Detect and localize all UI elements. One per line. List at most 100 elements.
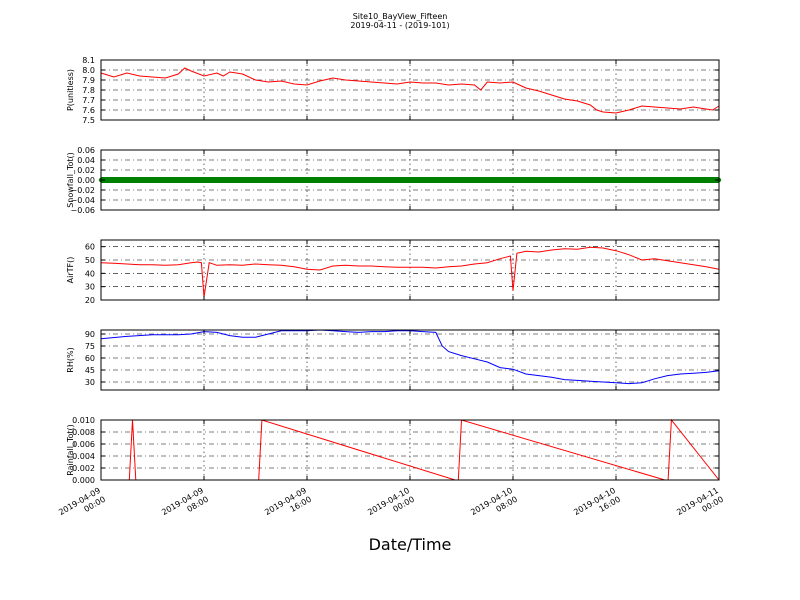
data-point xyxy=(417,177,422,183)
data-point xyxy=(375,177,380,183)
data-point xyxy=(263,177,268,183)
data-point xyxy=(301,177,306,183)
data-point xyxy=(391,177,397,183)
data-point xyxy=(295,177,300,183)
data-point xyxy=(337,177,342,183)
data-point xyxy=(382,177,387,183)
data-point xyxy=(111,177,117,183)
data-point xyxy=(536,177,541,183)
data-point xyxy=(459,177,464,183)
data-point xyxy=(517,177,522,183)
data-point xyxy=(134,177,139,183)
data-point xyxy=(333,177,339,183)
data-point xyxy=(626,177,632,183)
data-point xyxy=(562,177,567,183)
data-point xyxy=(649,177,654,183)
y-tick-label: 7.7 xyxy=(82,96,95,105)
data-point xyxy=(121,177,126,183)
data-point xyxy=(456,177,461,183)
data-point xyxy=(543,177,548,183)
data-point xyxy=(694,177,699,183)
y-tick-label: 30 xyxy=(85,378,95,387)
data-point xyxy=(411,177,416,183)
data-point xyxy=(642,177,648,183)
panel-2: −0.06−0.04−0.020.000.020.040.06Snowfall_… xyxy=(66,146,722,215)
data-point xyxy=(710,177,715,183)
y-tick-label: 0.00 xyxy=(77,176,95,185)
data-point xyxy=(230,177,236,183)
data-point xyxy=(279,177,284,183)
data-point xyxy=(314,177,319,183)
data-point xyxy=(475,177,480,183)
data-point xyxy=(414,177,419,183)
data-point xyxy=(330,177,335,183)
data-point xyxy=(485,177,490,183)
data-point xyxy=(658,177,664,183)
data-point xyxy=(491,177,496,183)
data-point xyxy=(452,177,458,183)
data-point xyxy=(153,177,158,183)
data-point xyxy=(304,177,310,183)
y-tick-label: 45 xyxy=(85,366,95,375)
data-point xyxy=(237,177,242,183)
data-point xyxy=(555,177,561,183)
data-point xyxy=(272,177,277,183)
data-point xyxy=(600,177,606,183)
data-point xyxy=(240,177,245,183)
data-point xyxy=(700,177,706,183)
x-axis-label: Date/Time xyxy=(369,535,452,554)
data-point xyxy=(188,177,194,183)
data-point xyxy=(427,177,432,183)
data-point xyxy=(266,177,271,183)
data-point xyxy=(140,177,145,183)
data-point xyxy=(208,177,213,183)
data-point xyxy=(523,177,529,183)
data-point xyxy=(707,177,712,183)
data-point xyxy=(156,177,162,183)
data-point xyxy=(340,177,345,183)
data-point xyxy=(703,177,709,183)
data-point xyxy=(147,177,152,183)
data-point xyxy=(530,177,535,183)
data-point xyxy=(250,177,255,183)
data-point xyxy=(504,177,509,183)
data-point xyxy=(211,177,216,183)
data-point xyxy=(613,177,619,183)
data-point xyxy=(324,177,329,183)
data-point xyxy=(510,177,516,183)
y-tick-label: 0.006 xyxy=(72,440,95,449)
y-tick-label: 7.9 xyxy=(82,76,95,85)
chart-subtitle: 2019-04-11 - (2019-101) xyxy=(350,21,449,30)
y-tick-label: 40 xyxy=(85,269,95,278)
data-point xyxy=(227,177,232,183)
data-point xyxy=(131,177,136,183)
y-tick-label: 75 xyxy=(85,342,95,351)
y-tick-label: 30 xyxy=(85,283,95,292)
data-point xyxy=(494,177,500,183)
data-point xyxy=(372,177,377,183)
data-point xyxy=(385,177,390,183)
y-tick-label: 7.5 xyxy=(82,116,95,125)
data-point xyxy=(317,177,323,183)
data-point xyxy=(578,177,583,183)
data-point xyxy=(620,177,625,183)
y-tick-label: 8.1 xyxy=(82,56,95,65)
data-point xyxy=(636,177,641,183)
data-point xyxy=(185,177,191,183)
y-axis-label: Snowfall_Tot() xyxy=(66,152,75,208)
data-point xyxy=(169,177,174,183)
data-point xyxy=(221,177,226,183)
data-point xyxy=(488,177,493,183)
y-tick-label: 0.004 xyxy=(72,452,95,461)
y-tick-label: 90 xyxy=(85,330,95,339)
data-point xyxy=(665,177,670,183)
data-point xyxy=(369,177,374,183)
data-point xyxy=(691,177,696,183)
